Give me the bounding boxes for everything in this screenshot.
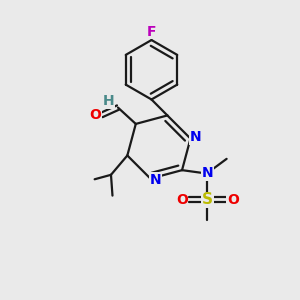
- Text: N: N: [190, 130, 202, 144]
- Text: S: S: [202, 192, 213, 207]
- Text: O: O: [176, 193, 188, 207]
- Text: O: O: [89, 108, 101, 122]
- Text: H: H: [103, 94, 114, 108]
- Text: N: N: [202, 166, 213, 180]
- Text: F: F: [147, 25, 156, 39]
- Text: N: N: [150, 173, 162, 187]
- Text: O: O: [227, 193, 239, 207]
